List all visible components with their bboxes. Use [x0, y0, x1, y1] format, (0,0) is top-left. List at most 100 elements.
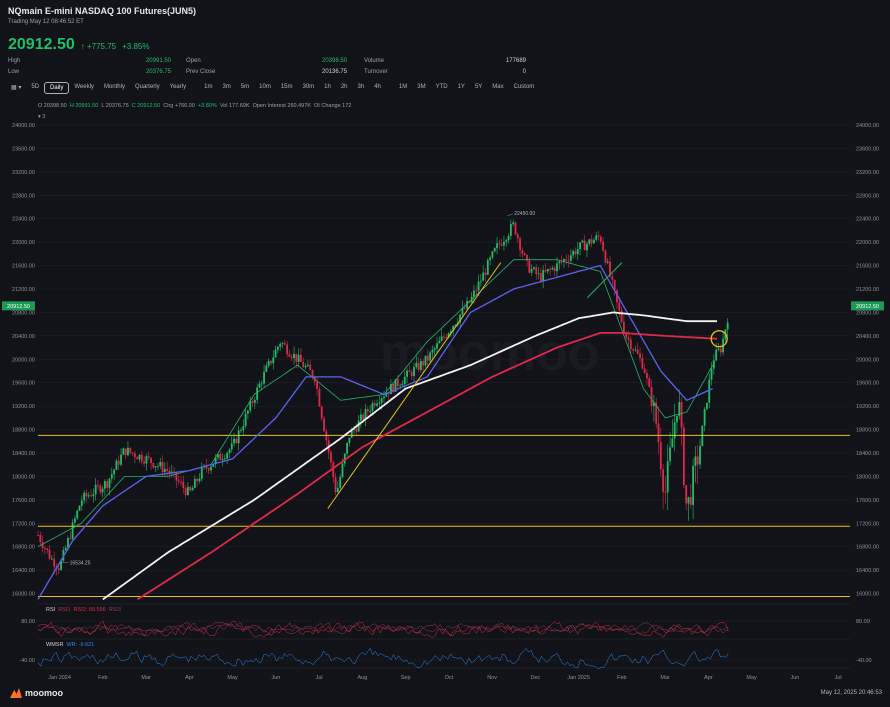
- candle-body: [124, 448, 127, 456]
- tab-custom[interactable]: Custom: [513, 84, 535, 90]
- candle-body: [533, 267, 535, 270]
- candle-body: [332, 462, 335, 478]
- high-annotation-label: 22450.00: [514, 211, 535, 217]
- candle-body: [196, 478, 199, 482]
- y-tick-label-right: 18400.00: [856, 451, 879, 457]
- moomoo-logo-icon: [10, 688, 22, 698]
- candle-body: [53, 558, 56, 567]
- stat-value: 0: [522, 69, 526, 75]
- candle-body: [223, 458, 226, 460]
- stats-col5: Volume Turnover: [364, 58, 388, 80]
- candle-body: [669, 447, 671, 462]
- tab-monthly[interactable]: Monthly: [103, 84, 125, 90]
- candle-body: [477, 281, 480, 291]
- tab-ytd[interactable]: YTD: [435, 84, 448, 90]
- tab-1h[interactable]: 1h: [324, 84, 331, 90]
- x-tick-label: Apr: [704, 675, 713, 681]
- candle-body: [364, 408, 367, 420]
- candle-body: [507, 235, 510, 241]
- tab-3h[interactable]: 3h: [357, 84, 365, 90]
- tab-1m[interactable]: 1M: [398, 84, 408, 90]
- candle-body: [454, 324, 457, 326]
- candle-body: [463, 307, 466, 309]
- tab-weekly[interactable]: Weekly: [74, 84, 94, 90]
- tab-5m[interactable]: 5m: [240, 84, 250, 90]
- candle-body: [357, 420, 360, 432]
- candle-body: [682, 427, 685, 486]
- candle-body: [373, 403, 376, 406]
- tab-10m[interactable]: 10m: [259, 84, 271, 90]
- candle-body: [193, 478, 196, 488]
- tab-1m[interactable]: 1m: [204, 84, 213, 90]
- candle-body: [567, 260, 570, 262]
- last-price-tag-left-text: 20912.50: [7, 304, 30, 310]
- candle-body: [563, 259, 565, 262]
- y-tick-label-right: 22800.00: [856, 193, 879, 199]
- candle-body: [438, 340, 441, 344]
- candle-body: [147, 456, 150, 458]
- candle-body: [263, 371, 265, 384]
- candle-body: [226, 453, 229, 459]
- candle-body: [606, 261, 609, 263]
- chart-type-icon[interactable]: ▦ ▾: [11, 85, 22, 91]
- candle-body: [678, 402, 681, 416]
- brand-logo: moomoo: [10, 688, 63, 698]
- ohlc-low: L 20376.75: [101, 103, 129, 109]
- candle-body: [348, 437, 351, 443]
- candle-body: [459, 314, 462, 323]
- overlay-toggle[interactable]: ▾ 3: [38, 114, 46, 120]
- candle-body: [618, 302, 621, 311]
- x-tick-label: Sep: [401, 675, 411, 681]
- x-tick-label: Jun: [271, 675, 280, 681]
- candle-body: [228, 449, 231, 454]
- candle-body: [650, 386, 653, 407]
- candle-body: [572, 251, 575, 256]
- candle-body: [140, 454, 143, 462]
- wr-tick-label: -40.00: [856, 658, 872, 664]
- candle-body: [276, 346, 279, 350]
- tab-3m[interactable]: 3M: [417, 84, 426, 90]
- x-tick-label: Aug: [357, 675, 367, 681]
- tab-1y[interactable]: 1Y: [457, 84, 465, 90]
- tab-15m[interactable]: 15m: [280, 84, 293, 90]
- candle-body: [76, 510, 79, 519]
- last-price: 20912.50: [8, 36, 75, 53]
- candle-body: [320, 406, 323, 419]
- tab-30m[interactable]: 30m: [302, 84, 315, 90]
- tab-3m[interactable]: 3m: [222, 84, 231, 90]
- tab-yearly[interactable]: Yearly: [169, 84, 187, 90]
- candle-body: [336, 487, 339, 493]
- candle-body: [101, 488, 104, 493]
- y-tick-label-left: 23200.00: [12, 170, 35, 176]
- candle-body: [217, 454, 219, 458]
- highlight-circle: [710, 330, 728, 348]
- y-tick-label-right: 16400.00: [856, 568, 879, 574]
- candle-body: [163, 469, 166, 473]
- tab-5d[interactable]: 5D: [31, 84, 40, 90]
- candle-body: [403, 376, 406, 384]
- candle-body: [369, 411, 372, 412]
- tab-max[interactable]: Max: [492, 84, 504, 90]
- candle-body: [247, 410, 249, 414]
- candle-body: [270, 360, 272, 364]
- tab-daily[interactable]: Daily: [44, 82, 70, 94]
- tab-5y[interactable]: 5Y: [474, 84, 483, 90]
- candle-body: [671, 438, 674, 448]
- candle-body: [161, 461, 164, 473]
- candle-body: [417, 362, 420, 370]
- tab-quarterly[interactable]: Quarterly: [134, 84, 160, 90]
- rsi-label: RSI: [46, 607, 56, 613]
- candle-body: [210, 466, 212, 471]
- y-tick-label-right: 22400.00: [856, 217, 879, 223]
- y-tick-label-left: 24000.00: [12, 123, 35, 129]
- candle-body: [207, 468, 210, 471]
- tab-2h[interactable]: 2h: [340, 84, 348, 90]
- low-annotation-label: 16534.25: [70, 560, 91, 566]
- tab-4h[interactable]: 4h: [374, 84, 381, 90]
- rsi-legend: RSI RSI1 RSI2: 68.596 RSI3: [46, 607, 121, 613]
- candle-body: [92, 494, 95, 497]
- candle-body: [726, 322, 729, 330]
- price-change: ↑ +775.75: [80, 42, 117, 51]
- rsi1-label: RSI1: [58, 607, 71, 613]
